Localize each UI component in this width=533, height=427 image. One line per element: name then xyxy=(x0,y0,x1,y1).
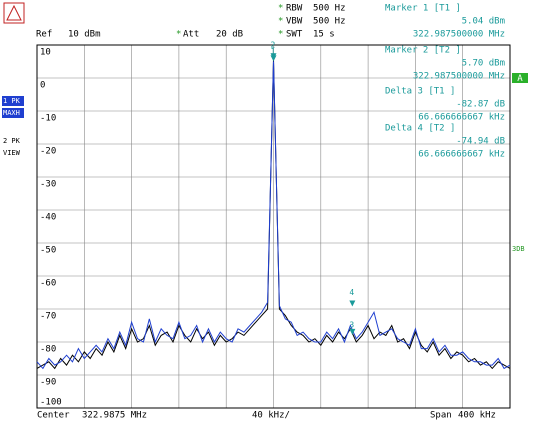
a-label: A xyxy=(517,74,523,84)
rbw-label: RBW xyxy=(286,4,303,14)
marker-label: 3 xyxy=(349,320,354,329)
marker-level: -82.87 dB xyxy=(456,100,505,110)
marker xyxy=(270,53,277,60)
vbw-label: VBW xyxy=(286,17,303,27)
legend-mode: VIEW xyxy=(3,149,21,157)
span-value: 400 kHz xyxy=(458,411,496,421)
marker-freq: 66.666666667 kHz xyxy=(418,113,505,123)
marker-freq: 66.666666667 kHz xyxy=(418,150,505,160)
y-tick-label: 10 xyxy=(40,48,51,58)
center-freq: 322.9875 MHz xyxy=(82,411,147,421)
marker-level: 5.04 dBm xyxy=(462,17,505,27)
marker-title: Delta 4 [T2 ] xyxy=(385,124,455,134)
marker-title: Marker 1 [T1 ] xyxy=(385,4,461,14)
legend-box xyxy=(2,96,24,106)
y-tick-label: -50 xyxy=(40,246,56,256)
swt-value: 15 s xyxy=(313,30,335,40)
vbw-value: 500 Hz xyxy=(313,17,346,27)
swt-label: SWT xyxy=(286,30,303,40)
marker-level: -74.94 dB xyxy=(456,137,505,147)
marker-freq: 322.987500000 MHz xyxy=(413,72,505,82)
coupling-star: * xyxy=(278,4,283,14)
div-label: 40 kHz/ xyxy=(252,411,290,421)
coupling-star: * xyxy=(278,30,283,40)
ref-label: Ref xyxy=(36,30,52,40)
a-box xyxy=(512,73,528,83)
y-tick-label: -20 xyxy=(40,147,56,157)
legend-label: 2 PK xyxy=(3,137,21,145)
marker-title: Delta 3 [T1 ] xyxy=(385,87,455,97)
marker-label: 1 xyxy=(271,47,276,56)
ref-level: 10 dBm xyxy=(68,30,101,40)
trace xyxy=(36,61,511,370)
rbw-value: 500 Hz xyxy=(313,4,346,14)
marker xyxy=(349,300,356,307)
marker-label: 2 xyxy=(271,41,276,50)
plot-frame xyxy=(36,44,511,409)
y-tick-label: 0 xyxy=(40,81,45,91)
coupling-star: * xyxy=(176,30,181,40)
y-tick-label: -40 xyxy=(40,213,56,223)
marker-level: 5.70 dBm xyxy=(462,59,505,69)
coupling-star: * xyxy=(278,17,283,27)
marker-label: 4 xyxy=(349,288,354,297)
y-tick-label: -80 xyxy=(40,345,56,355)
marker-freq: 322.987500000 MHz xyxy=(413,30,505,40)
legend-box xyxy=(2,108,24,118)
y-tick-label: -90 xyxy=(40,378,56,388)
att-value: 20 dB xyxy=(216,30,243,40)
3db-label: 3DB xyxy=(512,245,525,253)
legend-mode: MAXH xyxy=(3,109,20,117)
logo xyxy=(3,2,25,24)
center-label: Center xyxy=(37,411,70,421)
y-tick-label: -10 xyxy=(40,114,56,124)
marker xyxy=(349,328,356,335)
span-label: Span xyxy=(430,411,452,421)
y-tick-label: -30 xyxy=(40,180,56,190)
att-label: Att xyxy=(183,30,199,40)
y-tick-label: -100 xyxy=(40,398,62,408)
legend-label: 1 PK xyxy=(3,97,21,105)
marker-title: Marker 2 [T2 ] xyxy=(385,46,461,56)
y-tick-label: -70 xyxy=(40,312,56,322)
y-tick-label: -60 xyxy=(40,279,56,289)
